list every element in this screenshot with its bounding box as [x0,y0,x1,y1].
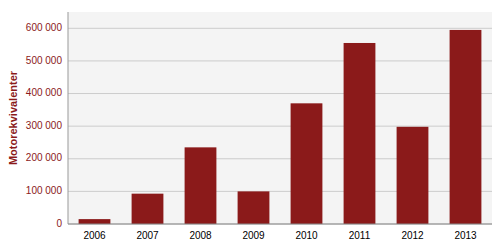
chart-container: 0 100 000 200 000 300 000 400 000 500 000 600 … [0,0,504,250]
bar [185,147,217,224]
y-tick-label: 200 000 [26,152,63,163]
bar [132,194,164,224]
x-tick-label: 2009 [242,230,265,241]
grid-line [68,93,492,94]
y-tick-label: 500 000 [26,55,63,66]
y-axis-label: Motorekvivalenter [7,70,19,165]
plot-background [68,12,492,224]
y-tick-label: 600 000 [26,22,63,33]
x-tick-label: 2006 [83,230,106,241]
bar [79,219,111,224]
x-axis-line [68,224,492,225]
y-tick-label: 100 000 [26,185,63,196]
grid-line [68,60,492,61]
x-tick-label: 2010 [295,230,318,241]
bar [344,43,376,224]
bars [79,30,482,224]
y-tick-label: 0 [56,218,62,229]
chart: 0 100 000 200 000 300 000 400 000 500 000 600 … [0,0,504,250]
y-tick-label: 300 000 [26,120,63,131]
x-tick-label: 2012 [401,230,424,241]
grid-line [68,126,492,127]
x-tick-label: 2008 [189,230,212,241]
bar [291,103,323,224]
x-tick-label: 2013 [454,230,477,241]
y-tick-label: 400 000 [26,87,63,98]
bar [450,30,482,224]
bar [397,127,429,224]
bar [238,191,270,224]
grid-line [68,28,492,29]
x-tick-label: 2007 [136,230,159,241]
x-tick-label: 2011 [349,230,371,241]
grid-line [68,224,492,225]
y-axis-line [68,12,69,224]
